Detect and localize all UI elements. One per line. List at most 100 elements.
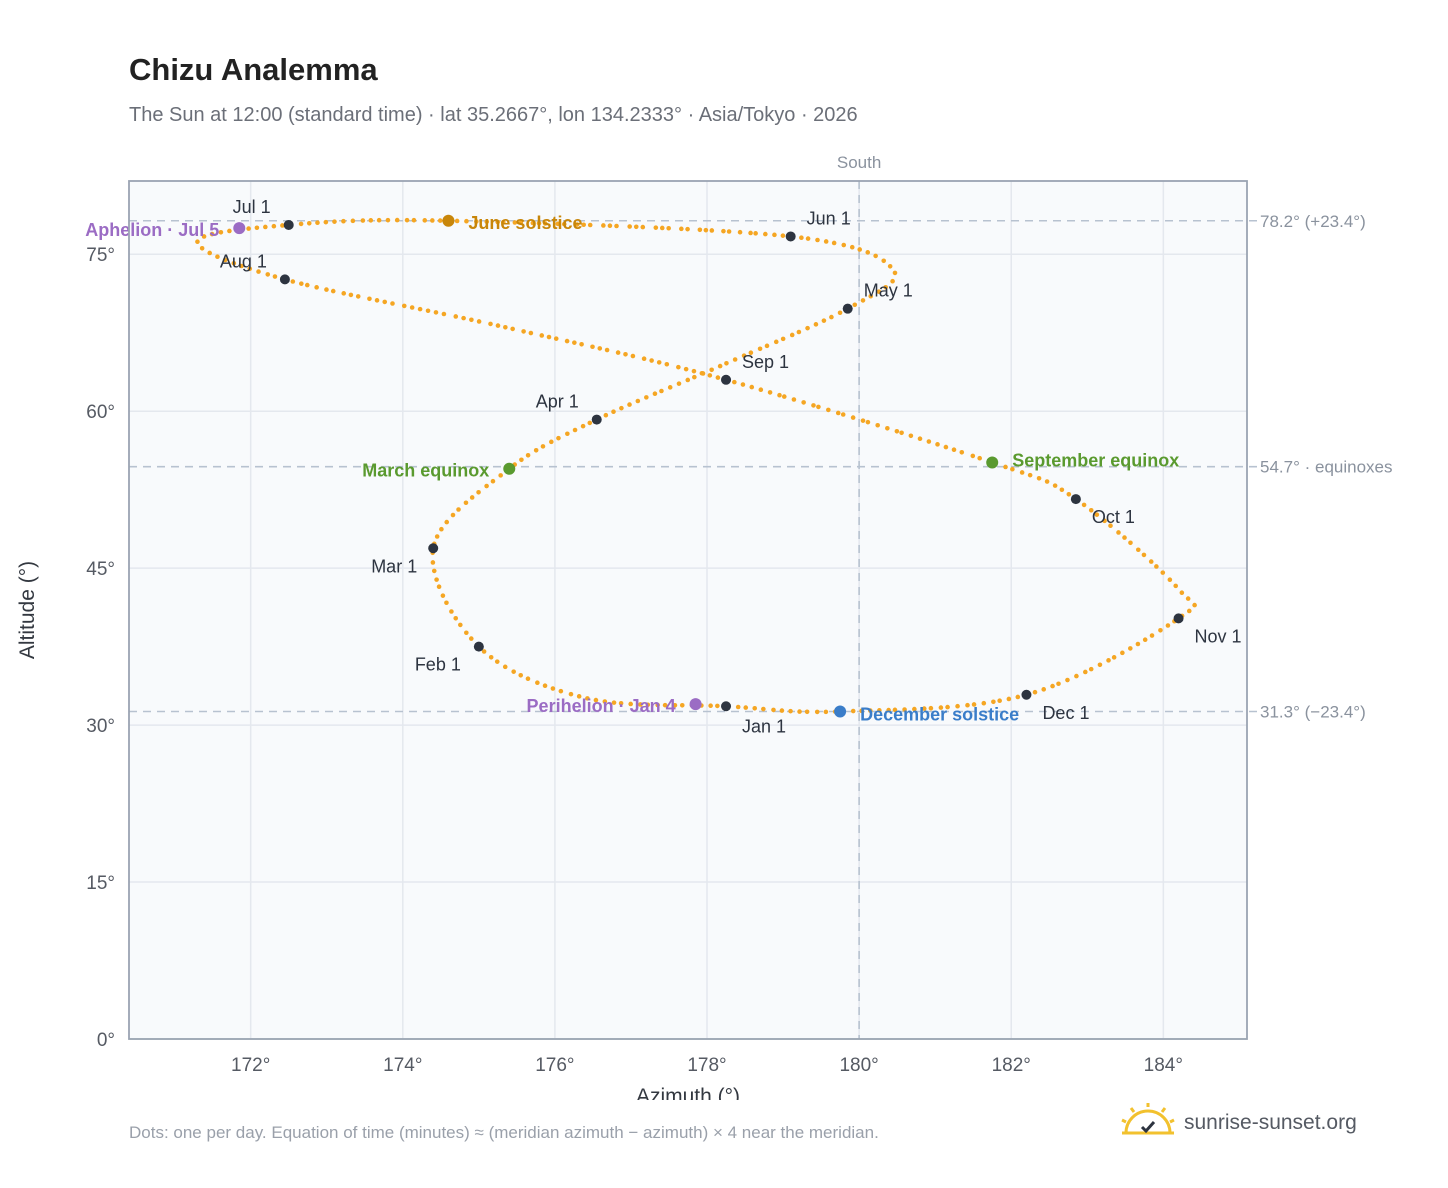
month-label: Apr 1 [536,392,579,412]
daily-sun-dot [630,353,636,359]
month-label: Jul 1 [233,197,271,217]
daily-sun-dot [593,697,599,703]
daily-sun-dot [857,247,863,252]
daily-sun-dot [865,419,871,425]
daily-sun-dot [585,696,590,701]
daily-sun-dot [597,346,603,351]
daily-sun-dot [207,250,212,256]
daily-sun-dot [850,708,856,714]
daily-sun-dot [431,568,437,574]
daily-sun-dot [495,219,500,225]
event-marker [986,456,999,469]
daily-sun-dot [1102,518,1107,524]
daily-sun-dot [456,507,461,512]
daily-sun-dot [1165,623,1171,628]
daily-sun-dot [645,702,651,708]
x-tick-label: 178° [687,1055,726,1076]
daily-sun-dot [1010,466,1015,472]
daily-sun-dot [355,294,361,299]
daily-sun-dot [348,292,354,298]
daily-sun-dot [721,228,726,234]
daily-sun-dot [1135,641,1141,647]
daily-sun-dot [1050,683,1055,689]
plot-area [129,181,1247,1039]
chart-footnote: Dots: one per day. Equation of time (min… [129,1123,879,1142]
month-label: Mar 1 [371,556,417,576]
daily-sun-dot [254,225,260,231]
daily-sun-dot [227,228,232,234]
daily-sun-dot [813,322,819,327]
month-marker [1021,689,1032,700]
daily-sun-dot [894,429,900,434]
month-label: Dec 1 [1042,703,1089,723]
month-marker [785,231,796,242]
sun-logo-icon [1121,1103,1175,1135]
month-marker [283,219,294,230]
daily-sun-dot [332,219,337,224]
daily-sun-dot [781,394,787,399]
x-tick-label: 174° [383,1055,422,1076]
daily-sun-dot [464,218,469,224]
daily-sun-dot [453,616,459,621]
daily-sun-dot [892,270,898,276]
daily-sun-dot [525,453,531,458]
daily-sun-dot [753,231,758,236]
month-label: Aug 1 [220,251,267,271]
daily-sun-dot [498,473,503,478]
event-marker [503,462,516,475]
daily-sun-dot [652,391,658,397]
daily-sun-dot [1015,694,1021,700]
daily-sun-dot [256,269,261,274]
daily-sun-dot [209,231,215,237]
daily-sun-dot [299,281,304,286]
daily-sun-dot [732,357,738,362]
daily-sun-dot [943,444,949,450]
daily-sun-dot [997,698,1002,704]
daily-sun-dot [1081,502,1087,508]
daily-sun-dot [1052,483,1058,488]
daily-sun-dot [525,676,531,682]
daily-sun-dot [512,220,518,225]
daily-sun-dot [841,242,847,248]
daily-sun-dot [271,223,277,229]
daily-sun-dot [422,218,428,223]
daily-sun-dot [265,272,271,277]
daily-sun-dot [1074,673,1079,679]
daily-sun-dot [495,323,501,328]
daily-sun-dot [1142,637,1148,642]
daily-sun-dot [374,298,380,303]
y-tick-label: 45° [86,559,115,580]
daily-sun-dot [740,382,746,387]
daily-sun-dot [829,314,834,320]
daily-sun-dot [518,220,524,225]
daily-sun-dot [676,381,682,386]
daily-sun-dot [971,702,977,707]
daily-sun-dot [469,495,475,500]
daily-sun-dot [653,225,659,230]
daily-sun-dot [1192,602,1197,608]
daily-sun-dot [511,669,516,674]
daily-sun-dot [572,427,578,433]
daily-sun-dot [659,388,664,394]
y-axis-title: Altitude (°) [16,561,39,659]
daily-sun-dot [977,455,982,461]
daily-sun-dot [530,220,536,226]
month-marker [473,641,484,652]
daily-sun-dot [1088,507,1094,513]
brand-logo[interactable]: sunrise-sunset.org [1120,1103,1357,1143]
daily-sun-dot [382,299,388,305]
daily-sun-dot [458,622,463,628]
daily-sun-dot [883,284,888,290]
daily-sun-dot [1167,577,1173,582]
daily-sun-dot [433,310,439,315]
daily-sun-dot [603,412,609,418]
daily-sun-dot [801,400,806,405]
daily-sun-dot [272,274,278,279]
daily-sun-dot [917,436,923,441]
daily-sun-dot [540,444,546,449]
daily-sun-dot [779,708,785,713]
daily-sun-dot [752,706,758,711]
daily-sun-dot [885,425,890,431]
month-label: Nov 1 [1195,626,1242,646]
daily-sun-dot [1116,530,1121,535]
